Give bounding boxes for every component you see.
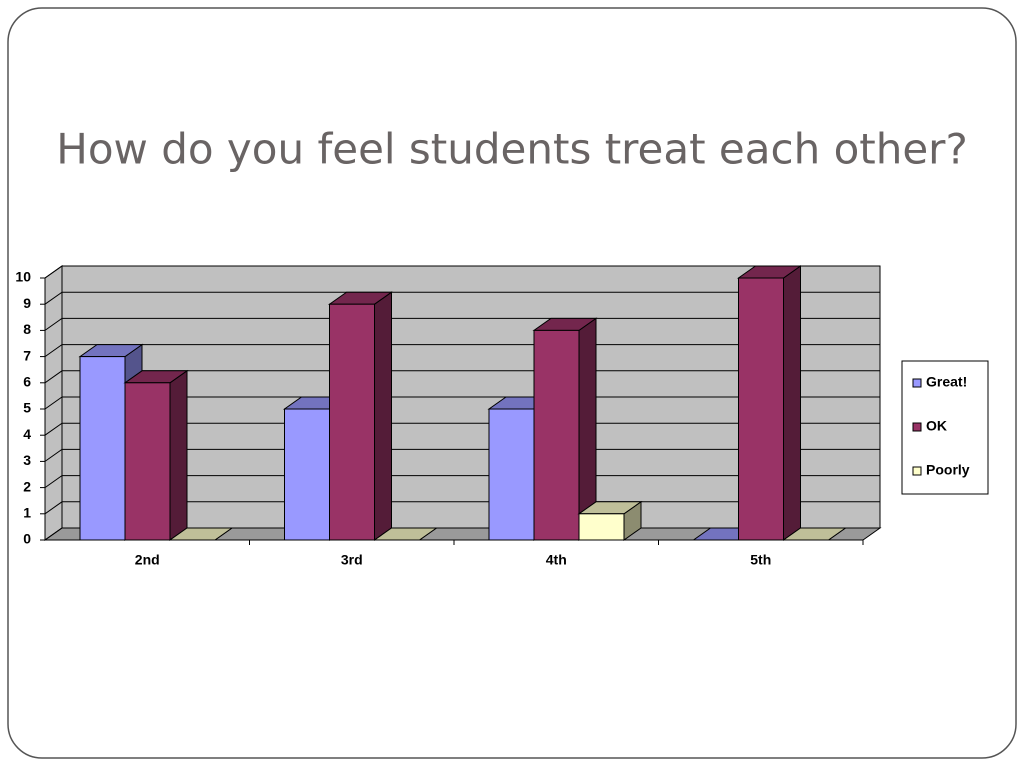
- bar: [123, 369, 189, 541]
- x-tick-label: 3rd: [341, 552, 363, 568]
- bar-top: [781, 527, 848, 541]
- grid-line: [44, 396, 880, 410]
- grid-line: [44, 422, 880, 436]
- legend-swatch: [912, 466, 922, 476]
- bar: [372, 527, 439, 541]
- bar: [736, 265, 803, 541]
- y-tick-label: 9: [23, 295, 31, 311]
- bar: [577, 500, 643, 541]
- x-tick-label: 2nd: [135, 552, 160, 568]
- bar-front: [124, 382, 171, 541]
- bar-front: [79, 356, 126, 541]
- y-tick-label: 0: [23, 531, 31, 547]
- legend-swatch: [912, 378, 922, 388]
- legend-swatch: [912, 422, 922, 432]
- y-tick-label: 7: [23, 347, 31, 363]
- bar-top: [168, 527, 234, 541]
- x-tick-label: 4th: [546, 552, 567, 568]
- grid-line: [44, 291, 880, 305]
- y-tick-label: 6: [23, 374, 31, 390]
- legend-label: Poorly: [926, 462, 970, 478]
- grid-line: [44, 448, 880, 462]
- y-tick-label: 3: [23, 452, 31, 468]
- legend-label: OK: [926, 418, 947, 434]
- y-tick-label: 8: [23, 321, 31, 337]
- grid-line: [44, 370, 880, 384]
- grid-line: [44, 317, 880, 331]
- y-tick-label: 5: [23, 400, 31, 416]
- grid-line: [44, 265, 880, 279]
- y-tick-label: 4: [23, 426, 31, 442]
- bar-side: [374, 291, 392, 541]
- bar-top: [372, 527, 439, 541]
- bar: [168, 527, 234, 541]
- bar: [532, 317, 598, 541]
- y-tick-label: 1: [23, 505, 31, 521]
- bar-side: [783, 265, 801, 541]
- bar-front: [578, 513, 625, 541]
- bar-front: [488, 408, 535, 541]
- plot: 0 1 2 3 4 5 6 7 8 9 10 2nd 3rd 4th 5th: [15, 265, 882, 568]
- bar: [327, 291, 394, 541]
- bar-front: [533, 329, 580, 541]
- grid-line: [44, 344, 880, 358]
- chart-title: How do you feel students treat each othe…: [56, 125, 968, 174]
- bar-front: [329, 303, 375, 541]
- x-tick-label: 5th: [750, 552, 771, 568]
- grid-line: [44, 475, 880, 489]
- bar-side: [169, 369, 188, 541]
- bar-front: [284, 408, 330, 541]
- bar-front: [738, 277, 784, 541]
- bar: [781, 527, 848, 541]
- legend-label: Great!: [926, 374, 967, 390]
- y-tick-label: 2: [23, 478, 31, 494]
- y-tick-label: 10: [15, 269, 31, 285]
